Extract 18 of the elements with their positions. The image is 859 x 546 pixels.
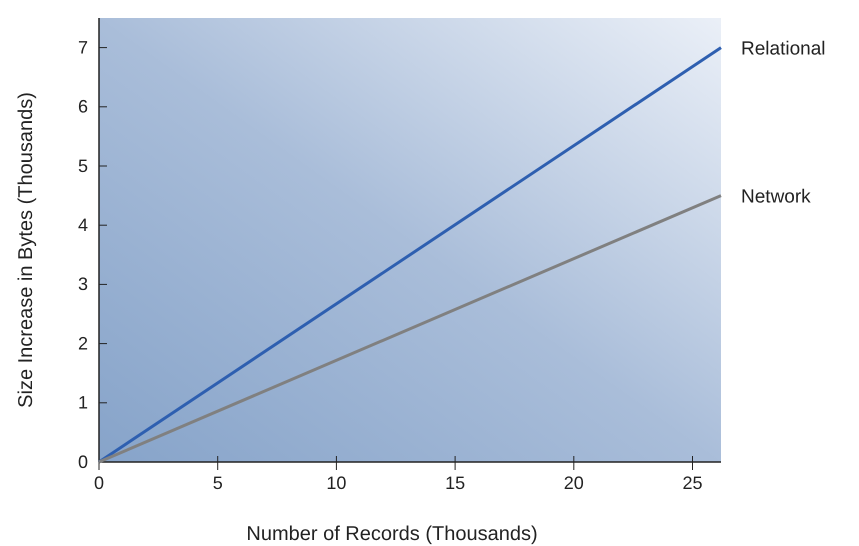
x-axis-title: Number of Records (Thousands): [246, 523, 538, 545]
y-tick-label: 1: [78, 392, 88, 413]
x-tick-label: 0: [94, 473, 104, 494]
series-label: Relational: [741, 38, 826, 60]
x-tick-label: 15: [445, 473, 466, 494]
x-tick-label: 5: [212, 473, 223, 494]
series-label: Network: [741, 186, 812, 208]
y-axis-title: Size Increase in Bytes (Thousands): [15, 92, 37, 408]
y-tick-label: 0: [78, 452, 88, 472]
x-tick-label: 25: [682, 473, 703, 494]
y-tick-label: 6: [78, 96, 88, 117]
y-tick-label: 3: [78, 274, 88, 294]
x-tick-label: 10: [326, 473, 346, 494]
x-tick-label: 20: [564, 473, 584, 494]
y-tick-label: 2: [78, 333, 88, 354]
y-tick-label: 4: [78, 214, 88, 235]
y-tick-label: 7: [78, 37, 88, 58]
y-tick-label: 5: [78, 156, 88, 176]
